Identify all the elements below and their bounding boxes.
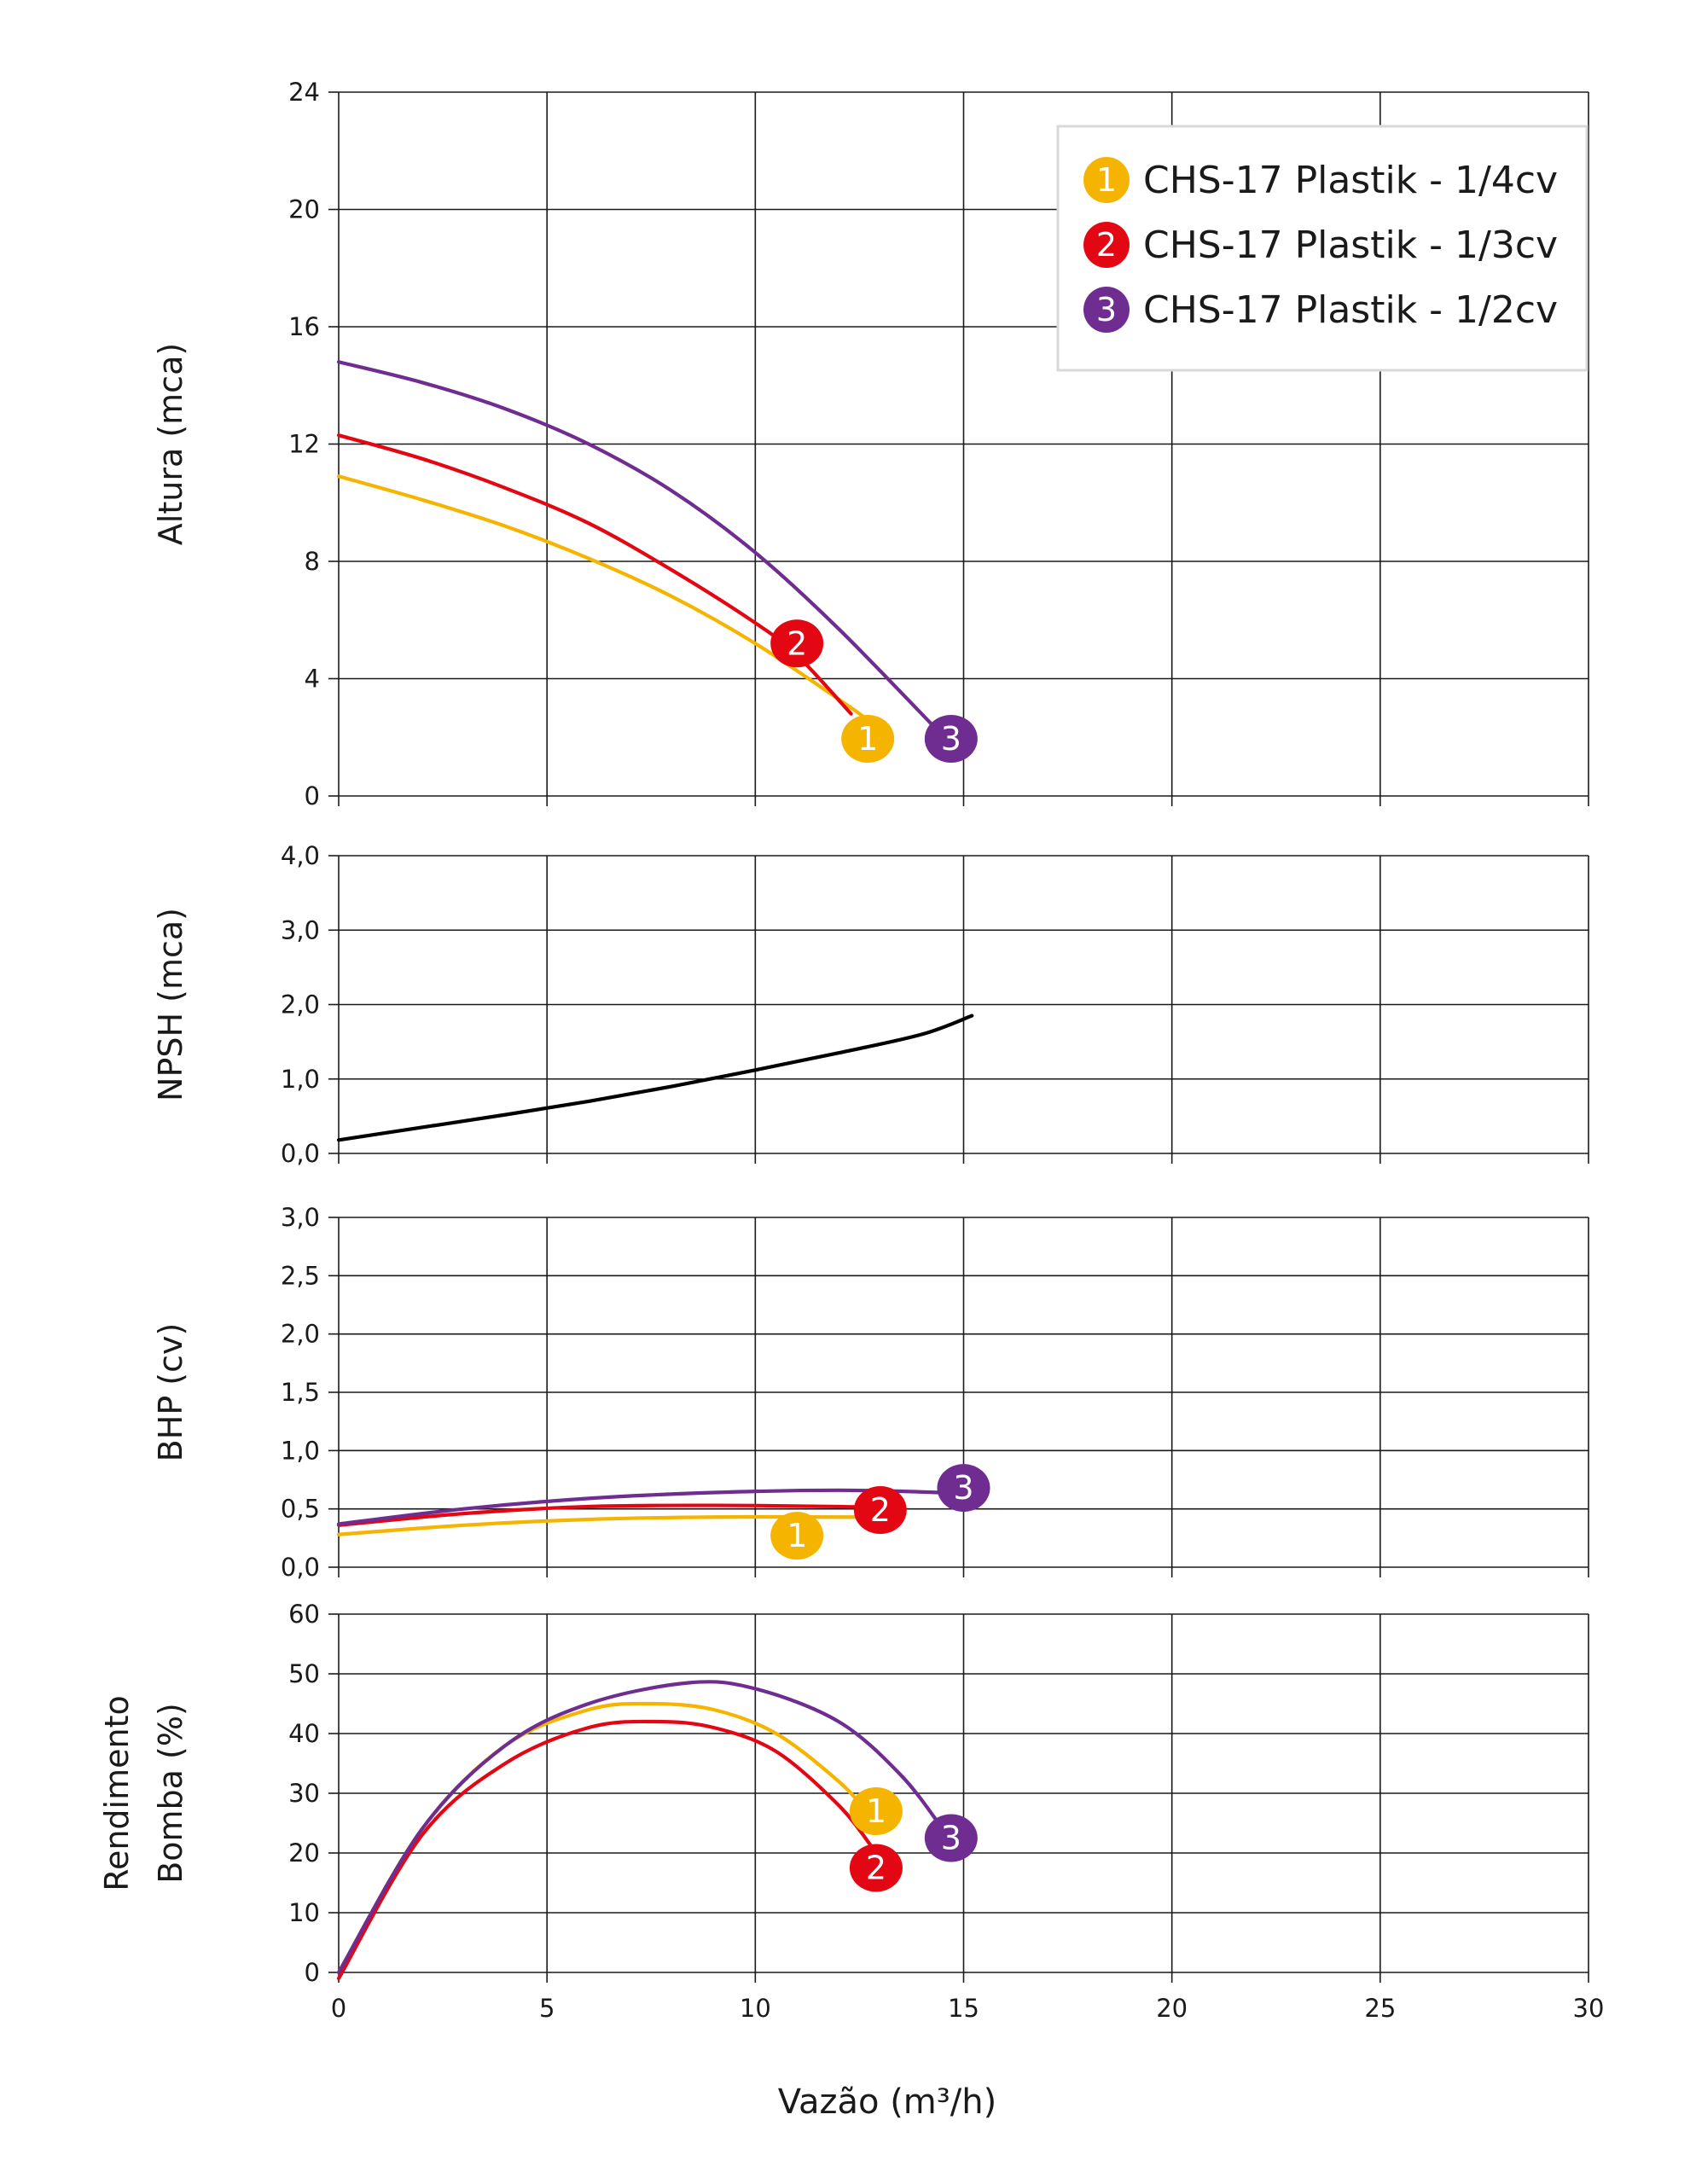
curve-marker-2: 2 [770,619,824,668]
y-tick-label: 30 [288,1779,320,1808]
x-tick-label: 10 [740,1994,771,2023]
curve-marker-label: 2 [866,1850,886,1887]
curve-marker-circle [849,1844,903,1892]
curve-marker-circle [841,714,895,763]
curve-marker-label: 3 [953,1469,973,1507]
x-tick-label: 25 [1364,1994,1396,2023]
curve-marker-3: 3 [937,1464,990,1513]
x-tick-label: 0 [331,1994,346,2023]
legend: 1 CHS-17 Plastik - 1/4cv 2 CHS-17 Plastik -… [1056,125,1589,372]
y-tick-label: 0,0 [281,1553,320,1582]
series-line-2 [336,433,853,716]
series-line-npsh [336,1014,974,1142]
y-tick-label: 10 [288,1898,320,1927]
y-tick-label: 2,5 [281,1261,320,1290]
curve-marker-circle [924,714,978,763]
series-line-2 [336,1503,874,1527]
y-tick-label: 8 [305,547,320,576]
curve-marker-3: 3 [924,714,978,763]
y-tick-label: 24 [288,78,320,107]
panel-2: 0,0 1,0 2,0 3,0 4,0 NPSH (mca) [152,841,1589,1168]
y-axis-label: Altura (mca) [152,343,189,545]
y-tick-label: 2,0 [281,1320,320,1349]
series-line-3 [336,1680,945,1975]
curve-marker-circle [924,1814,978,1862]
legend-item-1: 1 CHS-17 Plastik - 1/4cv [1083,157,1558,203]
curve-marker-1: 1 [841,714,895,763]
legend-marker [1083,222,1130,268]
y-tick-label: 3,0 [281,1203,320,1232]
x-tick-label: 15 [948,1994,979,2023]
curve-marker-label: 3 [941,720,961,758]
y-tick-label: 3,0 [281,915,320,944]
y-tick-label: 1,5 [281,1378,320,1407]
curve-marker-label: 2 [787,624,807,662]
legend-marker-label: 2 [1096,226,1117,264]
series-line-3 [336,1488,945,1526]
y-axis-label: Rendimento [98,1695,136,1891]
curve-marker-label: 1 [787,1517,807,1554]
legend-label: CHS-17 Plastik - 1/2cv [1143,288,1558,332]
curve-marker-label: 1 [866,1792,886,1830]
curve-marker-circle [770,1512,824,1560]
y-tick-label: 40 [288,1719,320,1748]
y-axis-label: NPSH (mca) [152,908,189,1101]
curve-marker-circle [849,1787,903,1835]
y-axis-label: Bomba (%) [152,1703,189,1884]
legend-item-3: 3 CHS-17 Plastik - 1/2cv [1083,287,1558,333]
y-tick-label: 1,0 [281,1065,320,1094]
curve-marker-1: 1 [770,1512,824,1560]
curve-marker-circle [937,1464,990,1513]
legend-label: CHS-17 Plastik - 1/4cv [1143,159,1558,202]
curve-marker-circle [770,619,824,668]
legend-label: CHS-17 Plastik - 1/3cv [1143,224,1558,267]
y-tick-label: 0,5 [281,1495,320,1524]
x-axis-label: Vazão (m³/h) [778,2082,997,2122]
y-tick-label: 50 [288,1659,320,1688]
y-tick-label: 4,0 [281,841,320,870]
legend-marker [1083,287,1130,333]
panel-3: 0,0 0,5 1,0 1,5 2,0 2,5 3,0 BHP (cv) [152,1203,1589,1582]
y-tick-label: 4 [305,665,320,694]
legend-marker [1083,157,1130,203]
y-tick-label: 0,0 [281,1139,320,1168]
y-tick-label: 16 [288,312,320,341]
x-tick-label: 5 [539,1994,555,2023]
legend-box [1056,125,1589,372]
legend-marker-label: 3 [1096,291,1117,328]
curve-marker-2: 2 [849,1844,903,1892]
curve-marker-label: 3 [941,1820,961,1857]
y-tick-label: 60 [288,1600,320,1629]
y-tick-label: 0 [305,1958,320,1987]
curve-marker-label: 2 [870,1491,891,1529]
y-tick-label: 20 [288,195,320,224]
curve-marker-2: 2 [853,1486,907,1535]
curve-marker-label: 1 [857,720,878,758]
curve-marker-3: 3 [924,1814,978,1862]
series-line-1 [336,1514,870,1536]
y-axis-label: BHP (cv) [152,1323,189,1462]
x-tick-label: 20 [1156,1994,1188,2023]
series-line-2 [336,1719,874,1981]
y-tick-label: 20 [288,1838,320,1867]
y-tick-label: 12 [288,430,320,459]
panel-4: 0 10 20 30 40 50 60 0 5 10 15 20 25 30 Rendimento Bomba… [98,1600,1604,2023]
legend-marker-label: 1 [1096,161,1117,199]
curve-marker-circle [853,1486,907,1535]
curve-marker-1: 1 [849,1787,903,1835]
x-tick-label: 30 [1573,1994,1605,2023]
series-line-3 [336,360,941,734]
y-tick-label: 1,0 [281,1436,320,1465]
series-line-1 [336,474,870,722]
y-tick-label: 2,0 [281,990,320,1019]
y-tick-label: 0 [305,781,320,810]
legend-item-2: 2 CHS-17 Plastik - 1/3cv [1083,222,1558,268]
